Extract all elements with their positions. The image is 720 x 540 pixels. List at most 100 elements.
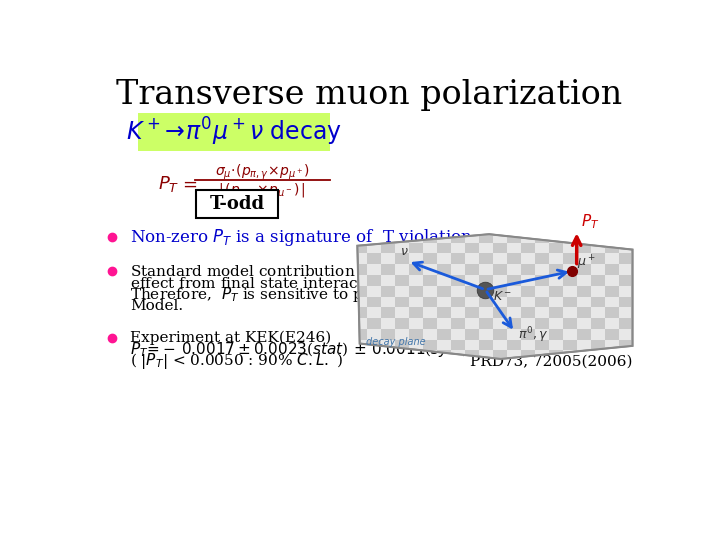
- Text: $|\,(p_{\pi,\gamma}\!\times\! p_{\mu^-})\,|$: $|\,(p_{\pi,\gamma}\!\times\! p_{\mu^-})…: [218, 181, 306, 201]
- Bar: [451, 340, 465, 350]
- Bar: [590, 318, 605, 329]
- Bar: [409, 307, 423, 318]
- Bar: [577, 264, 590, 275]
- Bar: [647, 253, 660, 264]
- Bar: [521, 242, 535, 253]
- Text: decay plane: decay plane: [366, 337, 426, 347]
- Bar: [647, 275, 660, 286]
- Bar: [647, 340, 660, 350]
- Bar: [382, 264, 395, 275]
- Bar: [493, 242, 507, 253]
- Text: $P_T$: $P_T$: [581, 213, 600, 231]
- Bar: [437, 329, 451, 340]
- Bar: [535, 232, 549, 242]
- Bar: [367, 275, 382, 286]
- Bar: [563, 340, 577, 350]
- Bar: [409, 329, 423, 340]
- Bar: [563, 253, 577, 264]
- Bar: [535, 253, 549, 264]
- Bar: [354, 242, 367, 253]
- Bar: [577, 307, 590, 318]
- Text: ( |$P_T$| < 0.0050 : 90% $C.L.$ ): ( |$P_T$| < 0.0050 : 90% $C.L.$ ): [130, 351, 343, 372]
- Bar: [493, 286, 507, 296]
- Bar: [618, 253, 632, 264]
- Bar: [507, 318, 521, 329]
- Bar: [423, 253, 437, 264]
- Bar: [367, 296, 382, 307]
- Bar: [409, 242, 423, 253]
- Bar: [618, 340, 632, 350]
- Text: T-odd: T-odd: [210, 195, 265, 213]
- Bar: [507, 296, 521, 307]
- Bar: [618, 232, 632, 242]
- Bar: [437, 242, 451, 253]
- Bar: [605, 264, 618, 275]
- Bar: [521, 329, 535, 340]
- Bar: [479, 275, 493, 286]
- Bar: [493, 307, 507, 318]
- Bar: [563, 318, 577, 329]
- Bar: [577, 350, 590, 361]
- Bar: [423, 296, 437, 307]
- Bar: [367, 318, 382, 329]
- Bar: [590, 232, 605, 242]
- Bar: [507, 275, 521, 286]
- Bar: [632, 264, 647, 275]
- Bar: [590, 275, 605, 286]
- Bar: [451, 275, 465, 286]
- FancyBboxPatch shape: [196, 190, 279, 218]
- Text: $=$: $=$: [179, 175, 198, 193]
- Bar: [618, 296, 632, 307]
- Bar: [647, 296, 660, 307]
- Bar: [479, 232, 493, 242]
- Bar: [423, 232, 437, 242]
- Text: $K^-$: $K^-$: [493, 291, 512, 303]
- Bar: [521, 286, 535, 296]
- Bar: [577, 286, 590, 296]
- Bar: [409, 264, 423, 275]
- Text: effect from final state interaction is also small(10$^{-5}$).: effect from final state interaction is a…: [130, 273, 540, 293]
- Bar: [632, 242, 647, 253]
- Text: Standard model contribution is very small(10$^{-7}$). Spurious: Standard model contribution is very smal…: [130, 260, 584, 282]
- Text: Non-zero $P_T$ is a signature of  T violation.: Non-zero $P_T$ is a signature of T viola…: [130, 227, 477, 248]
- Bar: [647, 232, 660, 242]
- Bar: [395, 318, 409, 329]
- Bar: [493, 264, 507, 275]
- Bar: [354, 307, 367, 318]
- Bar: [618, 318, 632, 329]
- Bar: [367, 232, 382, 242]
- Bar: [423, 340, 437, 350]
- Bar: [549, 286, 563, 296]
- Bar: [354, 264, 367, 275]
- Bar: [632, 307, 647, 318]
- Bar: [507, 340, 521, 350]
- Text: $\mu^+$: $\mu^+$: [577, 254, 595, 272]
- Text: PRD73, 72005(2006): PRD73, 72005(2006): [469, 354, 632, 368]
- Bar: [535, 275, 549, 286]
- Bar: [465, 307, 479, 318]
- Bar: [605, 286, 618, 296]
- Bar: [590, 296, 605, 307]
- Bar: [437, 286, 451, 296]
- Bar: [367, 253, 382, 264]
- Bar: [618, 275, 632, 286]
- Bar: [479, 253, 493, 264]
- Bar: [409, 350, 423, 361]
- Bar: [437, 307, 451, 318]
- Bar: [605, 329, 618, 340]
- Bar: [395, 340, 409, 350]
- Bar: [451, 296, 465, 307]
- Bar: [382, 242, 395, 253]
- Bar: [521, 350, 535, 361]
- Bar: [549, 264, 563, 275]
- Bar: [605, 242, 618, 253]
- Bar: [493, 329, 507, 340]
- Text: $\pi^0,\gamma$: $\pi^0,\gamma$: [518, 325, 548, 345]
- Bar: [395, 232, 409, 242]
- Bar: [479, 340, 493, 350]
- Bar: [521, 307, 535, 318]
- Bar: [451, 253, 465, 264]
- Bar: [465, 350, 479, 361]
- Text: Transverse muon polarization: Transverse muon polarization: [116, 79, 622, 111]
- Bar: [549, 329, 563, 340]
